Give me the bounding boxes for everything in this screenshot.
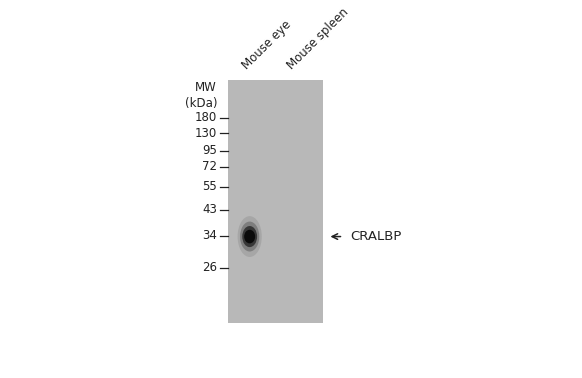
Text: Mouse spleen: Mouse spleen xyxy=(285,5,351,71)
Text: (kDa): (kDa) xyxy=(184,97,217,110)
Text: CRALBP: CRALBP xyxy=(350,230,402,243)
Text: 43: 43 xyxy=(202,203,217,216)
Text: 34: 34 xyxy=(202,229,217,242)
Ellipse shape xyxy=(240,222,260,251)
Text: 95: 95 xyxy=(202,144,217,157)
Bar xyxy=(228,80,323,323)
Text: Mouse eye: Mouse eye xyxy=(239,17,293,71)
Text: 130: 130 xyxy=(195,127,217,140)
Ellipse shape xyxy=(244,230,255,243)
Text: 26: 26 xyxy=(202,262,217,274)
Text: MW: MW xyxy=(196,81,217,94)
Ellipse shape xyxy=(242,226,257,247)
Text: 72: 72 xyxy=(202,160,217,173)
Ellipse shape xyxy=(237,216,262,257)
Text: 55: 55 xyxy=(203,180,217,193)
Text: 180: 180 xyxy=(195,112,217,124)
